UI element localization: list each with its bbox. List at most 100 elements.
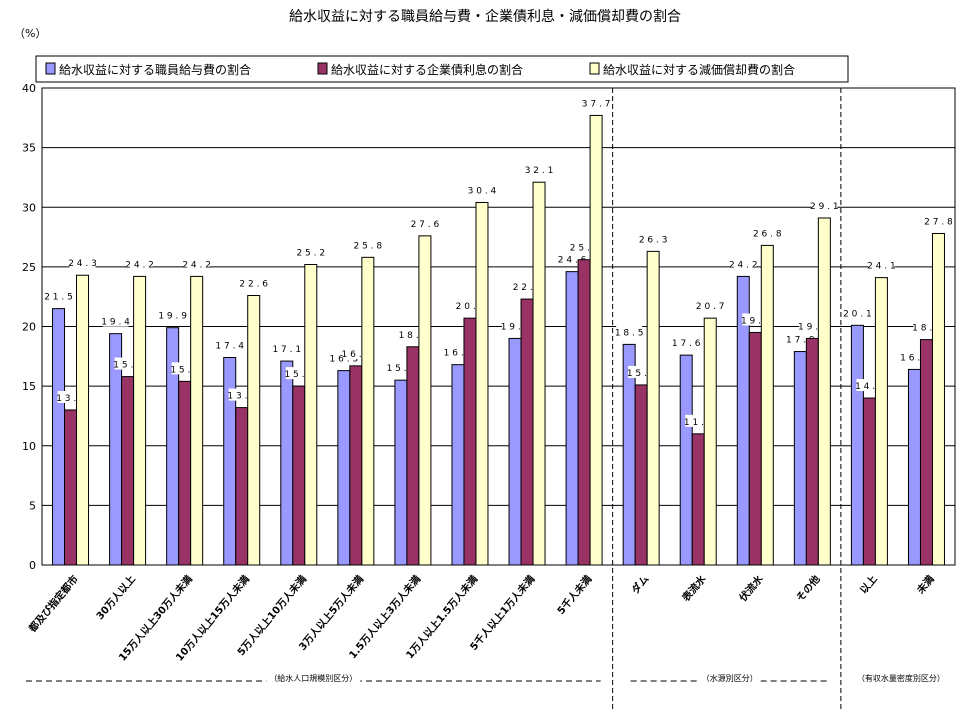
legend-swatch bbox=[45, 62, 56, 75]
data-label: 1 1 . 0 bbox=[684, 418, 713, 428]
data-label: 2 0 . 1 bbox=[843, 309, 872, 319]
group-label-bg bbox=[266, 673, 361, 683]
bar bbox=[634, 384, 648, 566]
data-label: 1 4 . 0 bbox=[855, 382, 884, 392]
data-label: 1 8 . 9 bbox=[912, 324, 941, 334]
bar bbox=[406, 346, 420, 566]
group-label-bg bbox=[853, 673, 948, 683]
bar bbox=[475, 201, 489, 566]
y-tick-label: 5 bbox=[29, 499, 36, 512]
data-label: 2 7 . 6 bbox=[411, 220, 440, 230]
y-tick-label: 20 bbox=[22, 321, 36, 334]
y-tick-label: 0 bbox=[29, 559, 36, 572]
y-tick-label: 15 bbox=[22, 380, 36, 393]
data-label: 3 2 . 1 bbox=[525, 166, 554, 176]
data-label: 1 9 . 4 bbox=[101, 318, 130, 328]
bar bbox=[133, 275, 147, 566]
data-label: 2 5 . 2 bbox=[296, 248, 325, 258]
data-label-bg bbox=[102, 314, 129, 327]
category-label: その他 bbox=[793, 573, 822, 604]
data-label-bg bbox=[159, 308, 186, 321]
data-label: 1 6 . 3 bbox=[330, 355, 359, 365]
category-label: 5千人以上1万人未満 bbox=[467, 573, 537, 653]
data-label: 2 4 . 6 bbox=[558, 256, 587, 266]
data-label-bg bbox=[697, 299, 724, 312]
data-label: 1 7 . 6 bbox=[672, 339, 701, 349]
data-label: 2 9 . 1 bbox=[810, 202, 839, 212]
data-label: 1 9 . 0 bbox=[501, 322, 530, 332]
data-label-bg bbox=[844, 306, 871, 319]
bar bbox=[508, 337, 522, 566]
bar bbox=[292, 385, 306, 566]
data-label: 2 4 . 2 bbox=[125, 260, 154, 270]
data-label-bg bbox=[240, 276, 267, 289]
data-label: 1 7 . 1 bbox=[272, 345, 301, 355]
bar bbox=[190, 275, 204, 566]
data-label: 1 9 . 9 bbox=[158, 312, 187, 322]
group-label: （水源別区分） bbox=[702, 673, 758, 683]
y-tick-label: 10 bbox=[22, 440, 36, 453]
data-label: 2 1 . 5 bbox=[44, 293, 73, 303]
bar bbox=[280, 360, 294, 566]
category-label: 5千人未満 bbox=[554, 573, 594, 617]
data-label-bg bbox=[273, 342, 300, 355]
legend-swatch bbox=[317, 62, 328, 75]
bar bbox=[931, 232, 945, 566]
data-label-bg bbox=[411, 216, 438, 229]
data-label-bg bbox=[868, 258, 895, 271]
data-label-bg bbox=[216, 338, 243, 351]
bar bbox=[691, 433, 705, 566]
bar bbox=[235, 407, 249, 566]
bar bbox=[646, 250, 660, 566]
legend-entry: 給水収益に対する企業債利息の割合 bbox=[331, 62, 523, 77]
bar bbox=[451, 364, 465, 566]
data-label: 2 5 . 8 bbox=[354, 241, 383, 251]
data-label: 2 6 . 8 bbox=[753, 229, 782, 239]
data-label-bg bbox=[811, 198, 838, 211]
data-label: 2 4 . 3 bbox=[68, 259, 97, 269]
data-label-bg bbox=[468, 183, 495, 196]
data-label: 1 6 . 8 bbox=[444, 349, 473, 359]
bar bbox=[337, 370, 351, 566]
legend-box bbox=[35, 55, 849, 83]
data-label-bg bbox=[526, 163, 553, 176]
bar bbox=[76, 274, 90, 566]
plot-frame bbox=[41, 87, 956, 566]
data-label-bg bbox=[45, 289, 72, 302]
bar bbox=[850, 324, 864, 566]
data-label-bg bbox=[69, 256, 96, 269]
data-label-bg bbox=[616, 325, 643, 338]
y-tick-label: 25 bbox=[22, 261, 36, 274]
bar bbox=[679, 354, 693, 566]
data-label: 1 3 . 2 bbox=[227, 392, 256, 402]
bar bbox=[907, 368, 921, 566]
category-label: 3万人以上5万人未満 bbox=[296, 573, 366, 653]
plot-area: 0 5 10 15 20 25 30 35 40 2 1 . 5 1 9 . 4 1 9 . 9 1 7… bbox=[22, 82, 956, 712]
category-label: 伏流水 bbox=[736, 572, 767, 605]
y-tick-label: 40 bbox=[22, 82, 36, 95]
data-label: 1 6 . 7 bbox=[342, 350, 371, 360]
data-label-bg bbox=[297, 245, 324, 258]
data-label: 2 4 . 1 bbox=[867, 262, 896, 272]
data-label: 2 6 . 3 bbox=[639, 235, 668, 245]
data-label: 1 5 . 1 bbox=[627, 369, 656, 379]
data-label: 3 7 . 7 bbox=[582, 99, 611, 109]
group-label: （有収水量密度別区分） bbox=[857, 673, 945, 683]
category-label: 以上 bbox=[857, 573, 880, 597]
bar bbox=[247, 294, 261, 566]
group-label-bg bbox=[698, 673, 761, 683]
category-label: 30万人以上 bbox=[93, 573, 138, 623]
category-label: 表流水 bbox=[679, 572, 710, 605]
y-tick-label: 35 bbox=[22, 142, 36, 155]
bar bbox=[121, 376, 135, 566]
bar bbox=[862, 397, 876, 566]
category-label: 都及び指定都市 bbox=[25, 573, 81, 636]
bar bbox=[361, 256, 375, 566]
data-label: 1 8 . 5 bbox=[615, 328, 644, 338]
data-label-bg bbox=[183, 257, 210, 270]
data-label-bg bbox=[126, 257, 153, 270]
bar bbox=[64, 409, 78, 566]
legend-entry: 給水収益に対する職員給与費の割合 bbox=[59, 62, 251, 77]
bar bbox=[304, 263, 318, 566]
bar bbox=[919, 339, 933, 566]
